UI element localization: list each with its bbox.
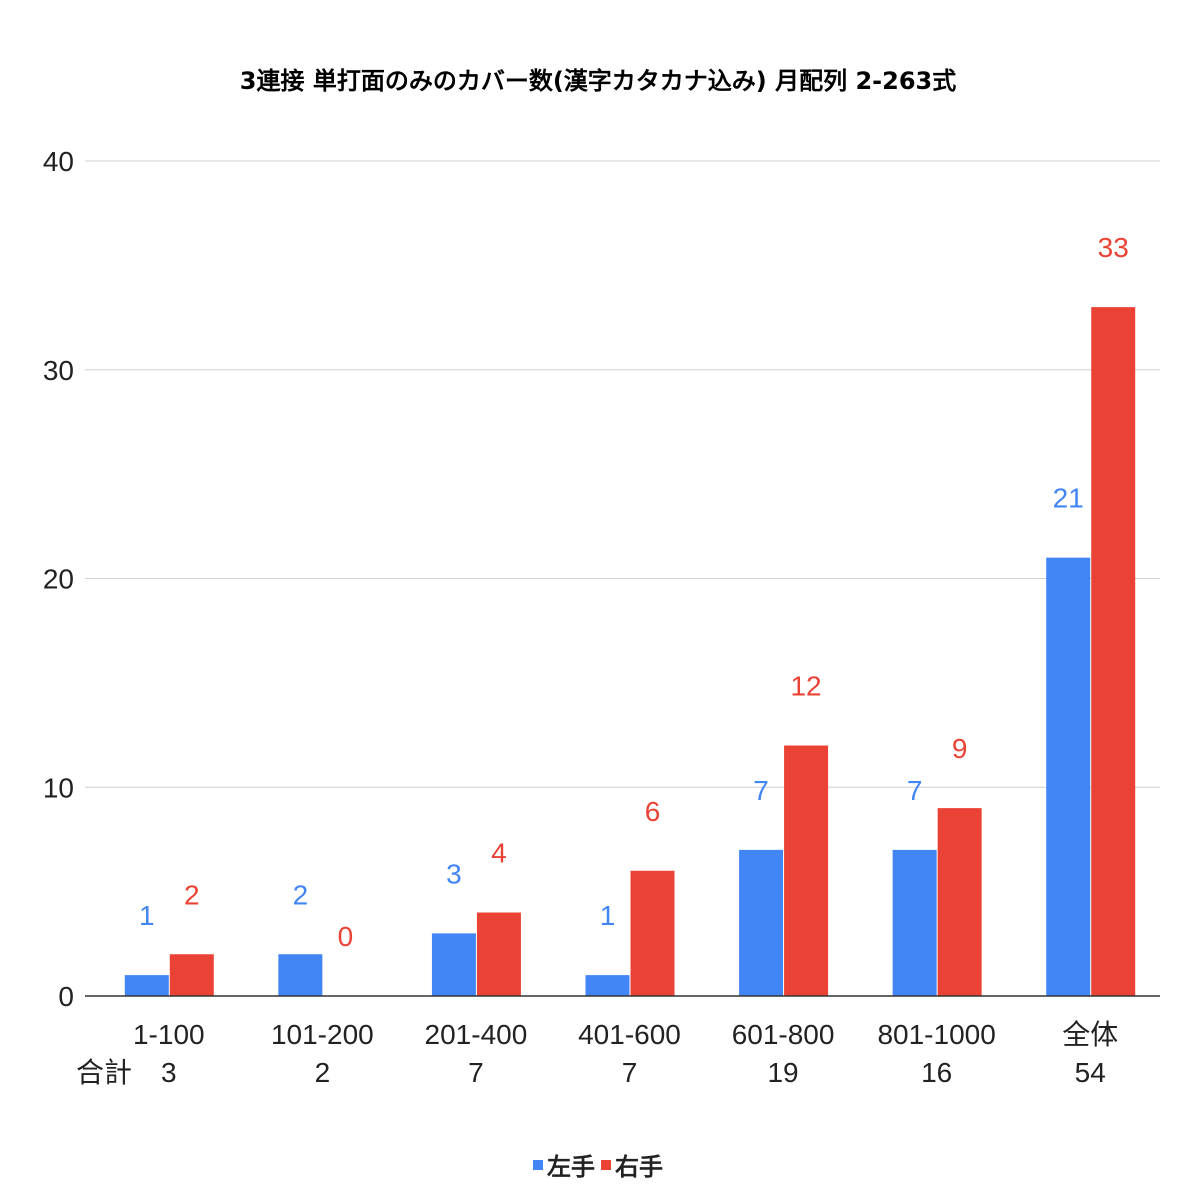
axes: 0102030401-1003101-2002201-4007401-60076… [43,146,1160,1088]
total-label: 19 [767,1057,798,1088]
legend-swatch [601,1160,611,1170]
legend-label: 左手 [547,1153,595,1181]
bar [169,954,214,996]
x-tick-label: 201-400 [425,1019,528,1050]
bar [1091,307,1136,996]
data-label: 7 [753,775,769,806]
data-label: 6 [645,796,661,827]
bar [476,912,521,996]
data-label: 0 [338,921,354,952]
data-label: 1 [600,900,616,931]
data-label: 21 [1053,483,1084,514]
gridlines [85,160,1160,788]
total-label: 16 [921,1057,952,1088]
data-label: 12 [790,671,821,702]
total-label: 7 [622,1057,638,1088]
y-tick-label: 20 [43,564,74,595]
y-tick-label: 0 [58,981,74,1012]
bar [892,849,937,996]
bar [784,745,829,996]
bar [1046,557,1091,996]
bar [278,954,323,996]
y-tick-label: 10 [43,772,74,803]
bar [124,975,169,996]
data-label: 2 [293,879,309,910]
data-label: 2 [184,879,200,910]
x-tick-label: 全体 [1062,1019,1118,1050]
data-label: 3 [446,858,462,889]
x-tick-label: 601-800 [732,1019,835,1050]
data-label: 33 [1098,232,1129,263]
y-tick-label: 30 [43,355,74,386]
bar [937,808,982,996]
x-tick-label: 801-1000 [877,1019,995,1050]
x-tick-label: 401-600 [578,1019,681,1050]
y-tick-label: 40 [43,146,74,177]
data-label: 9 [952,733,968,764]
bars [124,307,1136,996]
bar [431,933,476,996]
bar [630,870,675,996]
totals-row-header: 合計 [76,1057,132,1088]
legend-label: 右手 [615,1153,663,1181]
total-label: 2 [315,1057,331,1088]
data-label: 1 [139,900,155,931]
data-label: 7 [907,775,923,806]
total-label: 3 [161,1057,177,1088]
bar [739,849,784,996]
total-label: 54 [1075,1057,1106,1088]
chart-title: 3連接 単打面のみのカバー数(漢字カタカナ込み) 月配列 2-263式 [240,67,956,95]
x-tick-label: 101-200 [271,1019,374,1050]
data-label: 4 [491,838,507,869]
legend-swatch [533,1160,543,1170]
legend: 左手 右手 [533,1153,663,1181]
bar [585,975,630,996]
total-label: 7 [468,1057,484,1088]
x-tick-label: 1-100 [133,1019,205,1050]
